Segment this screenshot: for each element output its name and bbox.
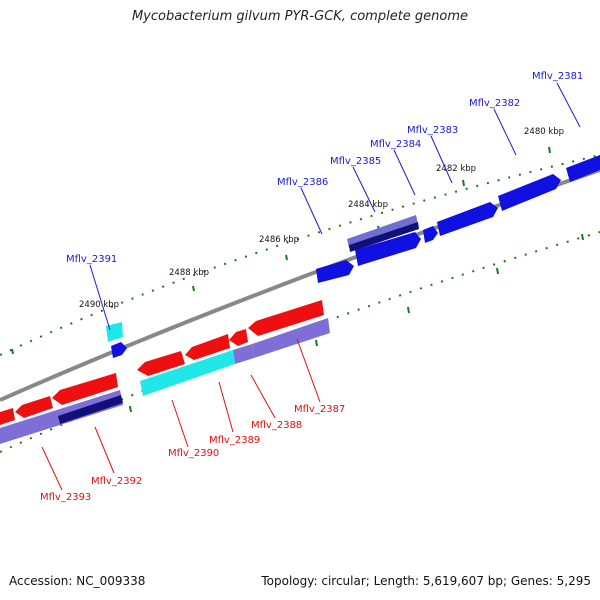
gene-mflv-2389[interactable] [185, 334, 230, 360]
gene-label[interactable]: Mflv_2385 [330, 156, 381, 167]
gene-label[interactable]: Mflv_2387 [294, 404, 345, 415]
gene-label[interactable]: Mflv_2381 [532, 71, 583, 82]
scale-label: 2490 kbp [79, 300, 119, 310]
gene-mflv-2393[interactable] [15, 396, 53, 418]
forward-strand-features [106, 155, 600, 358]
scale-label: 2488 kbp [169, 268, 209, 278]
topology-label: Topology: circular; Length: 5,619,607 bp… [261, 574, 591, 588]
map-title: Mycobacterium gilvum PYR-GCK, complete g… [131, 9, 469, 24]
gene-label[interactable]: Mflv_2390 [168, 448, 219, 459]
gene-mflv-2392[interactable] [52, 373, 118, 405]
gene-label[interactable]: Mflv_2393 [40, 492, 91, 503]
gene-mflv-2381[interactable] [566, 155, 600, 182]
gene-mflv-2385[interactable] [355, 232, 421, 266]
gene-mflv-2387[interactable] [248, 300, 324, 336]
scale-label: 2482 kbp [436, 164, 476, 174]
gene-label[interactable]: Mflv_2391 [66, 254, 117, 265]
inner-band-purple-right [252, 318, 330, 358]
inner-band-dark [58, 395, 123, 424]
gene-label[interactable]: Mflv_2392 [91, 476, 142, 487]
gene-mflv-2386[interactable] [316, 260, 354, 283]
scale-label: 2484 kbp [348, 200, 388, 210]
gene-label[interactable]: Mflv_2389 [209, 435, 260, 446]
gene-mflv-2383[interactable] [437, 202, 498, 236]
scale-label: 2480 kbp [524, 127, 564, 137]
gene-mflv-2382[interactable] [498, 174, 561, 211]
gene-label[interactable]: Mflv_2382 [469, 98, 520, 109]
gene-label[interactable]: Mflv_2388 [251, 420, 302, 431]
leader-lines-reverse [41, 338, 321, 491]
accession-label: Accession: NC_009338 [9, 574, 146, 588]
gene-mflv-2388[interactable] [229, 329, 248, 346]
feature-cyan-small [106, 322, 123, 342]
gene-label[interactable]: Mflv_2386 [277, 177, 328, 188]
gene-label[interactable]: Mflv_2384 [370, 139, 421, 150]
gene-label[interactable]: Mflv_2383 [407, 125, 458, 136]
feature-band-dark [349, 222, 419, 252]
gene-mflv-2384[interactable] [423, 226, 438, 243]
gene-mflv-2393-prev[interactable] [0, 408, 15, 425]
leader-lines-forward [89, 82, 581, 331]
inner-band-purple-mid [233, 344, 254, 364]
reverse-strand-features [0, 300, 330, 444]
gene-mflv-2391[interactable] [111, 342, 127, 358]
gene-mflv-2390[interactable] [137, 351, 185, 376]
inner-band-cyan [140, 350, 235, 396]
scale-label: 2486 kbp [259, 235, 299, 245]
